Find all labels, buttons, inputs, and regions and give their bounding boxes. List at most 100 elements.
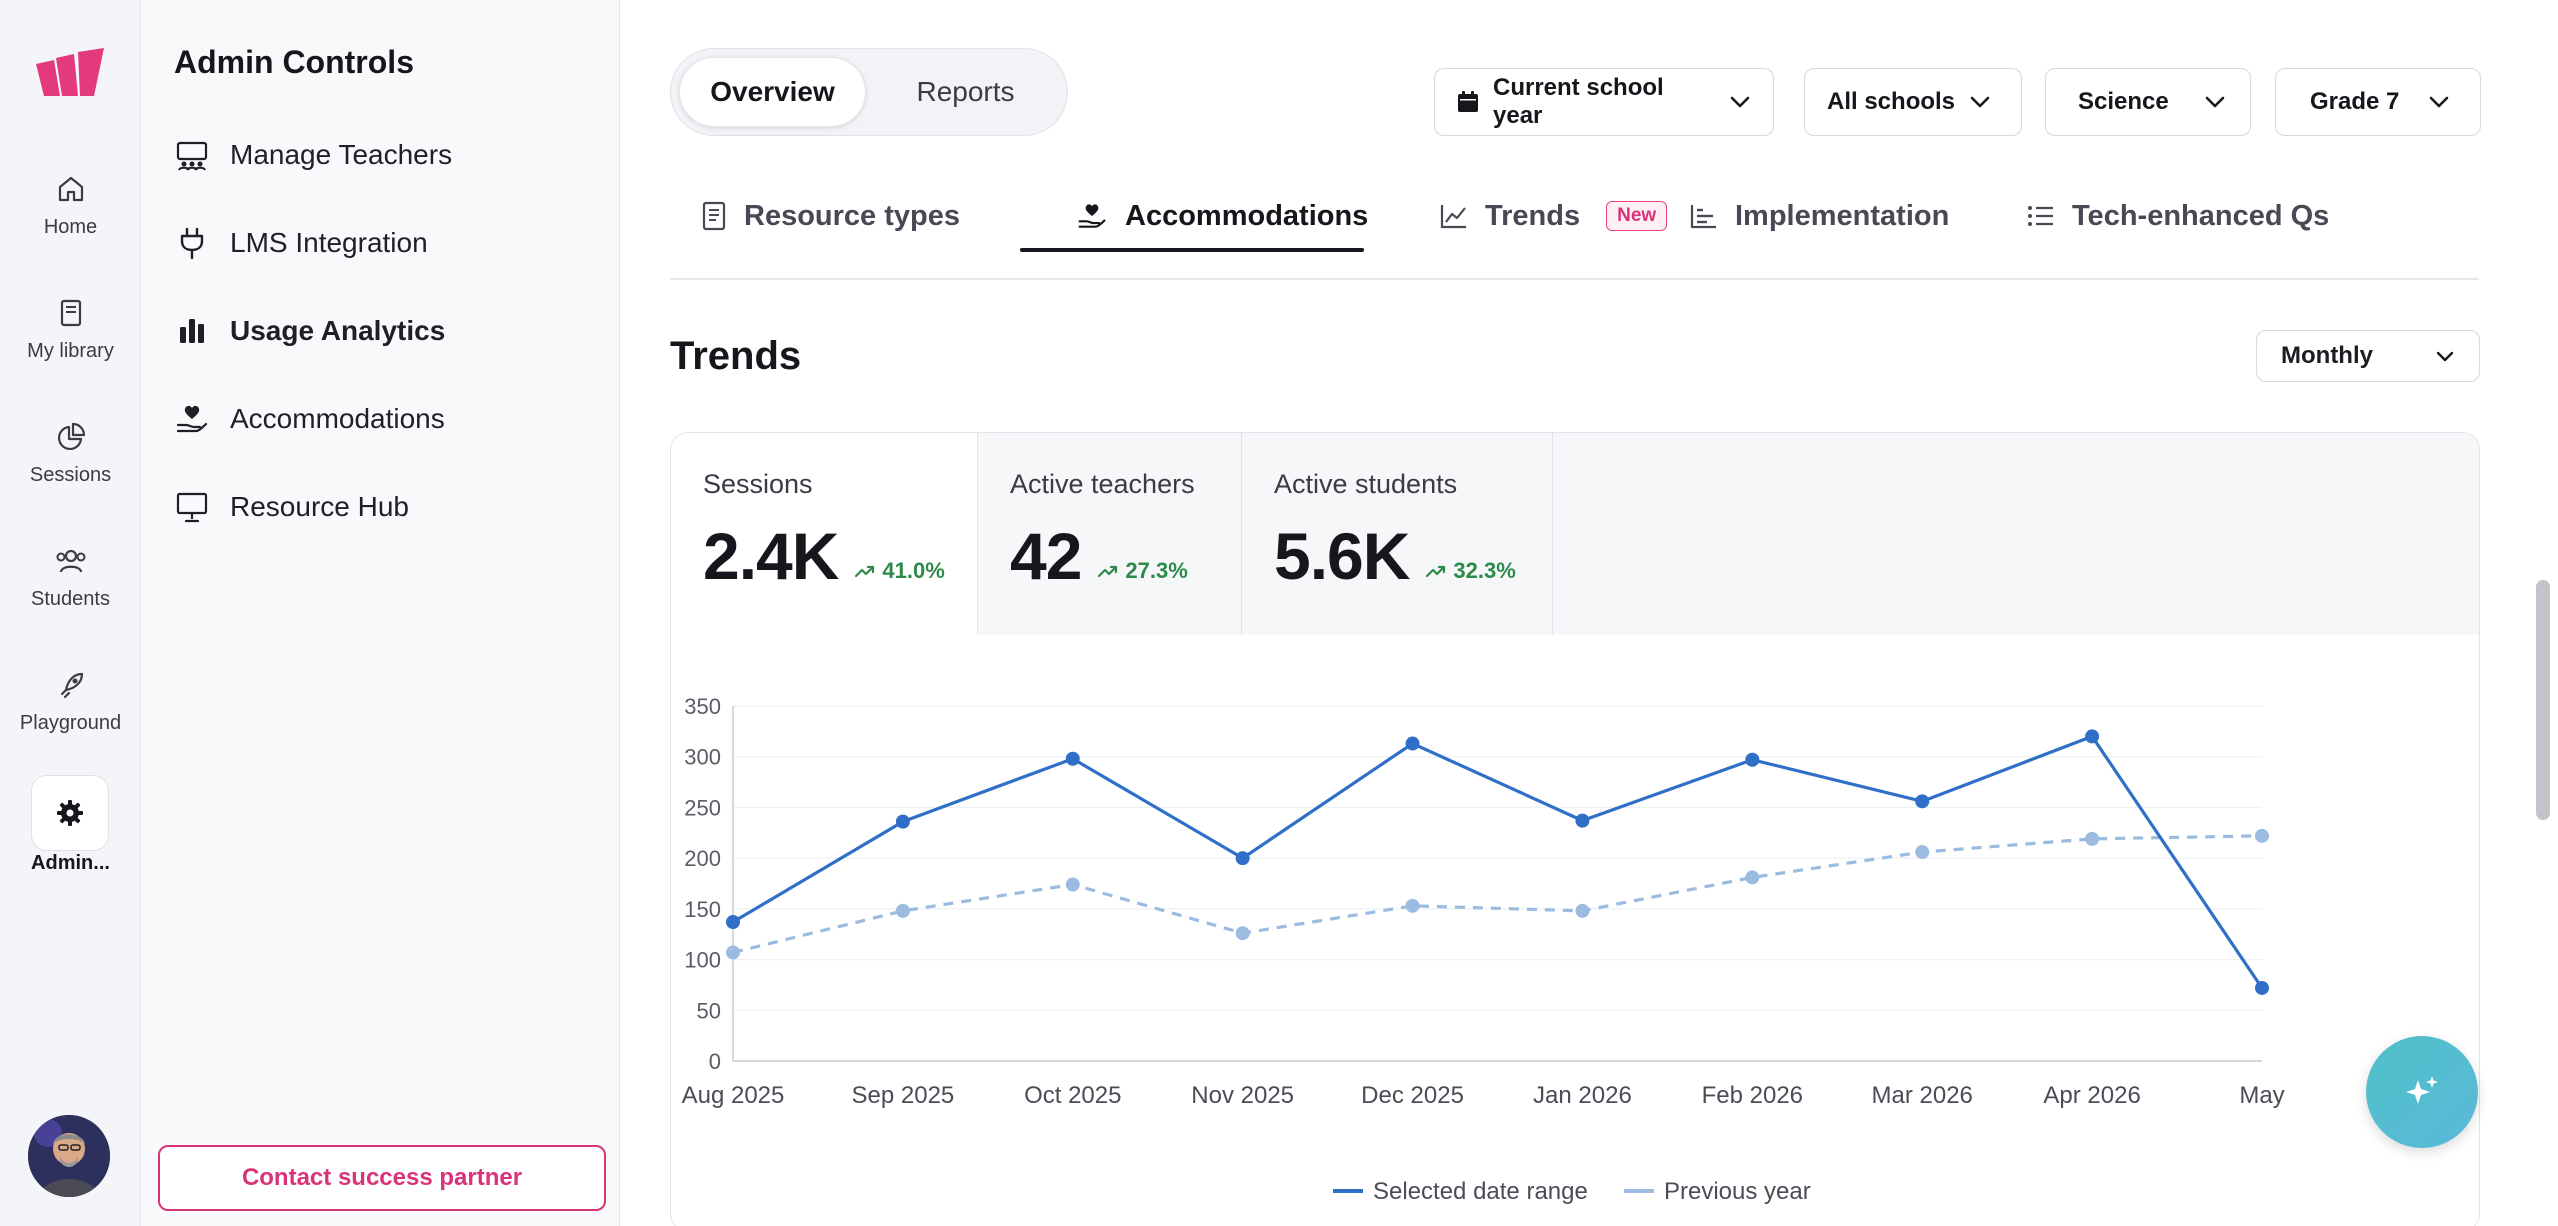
panel-item-usage-analytics[interactable]: Usage Analytics: [174, 309, 445, 353]
section-title: Trends: [670, 334, 802, 378]
panel-item-manage-teachers[interactable]: Manage Teachers: [174, 133, 452, 177]
panel-item-accommodations[interactable]: Accommodations: [174, 397, 445, 441]
kpi-sessions[interactable]: Sessions 2.4K 41.0%: [671, 433, 978, 635]
panel-item-lms-integration[interactable]: LMS Integration: [174, 221, 428, 265]
kpi-active-teachers[interactable]: Active teachers 42 27.3%: [978, 433, 1242, 635]
rail-item-label: My library: [27, 340, 114, 362]
kpi-label: Active students: [1274, 469, 1458, 499]
tab-label: Trends: [1485, 199, 1581, 232]
kpi-delta: 27.3%: [1097, 558, 1188, 584]
tab-label: Resource types: [744, 199, 960, 232]
rail-item-home[interactable]: Home: [0, 172, 141, 239]
contact-success-partner-button[interactable]: Contact success partner: [158, 1145, 606, 1211]
panel-item-label: LMS Integration: [230, 227, 428, 258]
rail-item-admin[interactable]: [31, 775, 109, 851]
school-year-filter[interactable]: Current school year: [1434, 68, 1774, 136]
rail-item-label: Students: [31, 588, 110, 610]
panel-item-resource-hub[interactable]: Resource Hub: [174, 485, 409, 529]
interval-select[interactable]: Monthly: [2256, 330, 2480, 382]
tab-implementation[interactable]: Implementation: [1689, 180, 1949, 252]
trends-line-chart: 0 50 100 150 200 250 300 350 Aug 2025 Sep 2025 Oct…: [682, 694, 2285, 1205]
x-tick-label: Nov 2025: [1191, 1082, 1294, 1109]
sparkle-icon: [2406, 1076, 2438, 1104]
data-point: [2255, 828, 2269, 843]
list-icon: [2028, 206, 2053, 226]
kpi-delta: 41.0%: [854, 558, 945, 584]
tab-trends[interactable]: Trends New: [1439, 180, 1668, 252]
document-icon: [702, 201, 726, 231]
grade-filter[interactable]: Grade 7: [2275, 68, 2481, 136]
rail-item-sessions[interactable]: Sessions: [0, 420, 141, 487]
y-tick-label: 350: [684, 694, 721, 719]
y-tick-label: 300: [684, 745, 721, 770]
presentation-icon: [176, 492, 208, 523]
rail-item-students[interactable]: Students: [0, 544, 141, 611]
rail-item-playground[interactable]: Playground: [0, 668, 141, 735]
x-tick-label: May: [2239, 1082, 2284, 1109]
trends-card: Sessions 2.4K 41.0% Active teachers 42 2…: [670, 432, 2480, 1226]
tab-overview[interactable]: Overview: [679, 57, 866, 127]
data-point: [1575, 813, 1590, 828]
kpi-value: 2.4K: [703, 519, 839, 593]
series-line-selected: [732, 734, 2264, 989]
kpi-delta-value: 27.3%: [1125, 558, 1188, 583]
kpi-delta: 32.3%: [1425, 558, 1516, 584]
interval-label: Monthly: [2281, 342, 2373, 369]
plug-icon: [180, 227, 204, 260]
tab-reports[interactable]: Reports: [916, 76, 1015, 107]
kpi-active-students[interactable]: Active students 5.6K 32.3%: [1242, 433, 1553, 635]
main-content: Overview Reports Current school year All…: [621, 0, 2558, 1226]
data-point: [1065, 751, 1080, 766]
kpi-delta-value: 41.0%: [882, 558, 945, 583]
panel-item-label: Usage Analytics: [230, 315, 446, 346]
users-icon: [56, 549, 85, 573]
bar-chart-icon: [1690, 205, 1716, 229]
x-tick-label: Dec 2025: [1361, 1082, 1464, 1109]
kpi-label: Sessions: [703, 469, 813, 499]
data-point: [726, 915, 740, 930]
subject-filter[interactable]: Science: [2045, 68, 2251, 136]
tab-resource-types[interactable]: Resource types: [700, 180, 960, 252]
ai-assistant-button[interactable]: [2366, 1036, 2478, 1148]
data-point: [895, 903, 910, 918]
calendar-icon: [1458, 91, 1478, 112]
chevron-down-icon: [2436, 351, 2454, 362]
avatar[interactable]: [28, 1115, 110, 1197]
x-tick-label: Jan 2026: [1533, 1082, 1632, 1109]
chevron-down-icon: [1730, 96, 1750, 108]
tab-label: Tech-enhanced Qs: [2072, 199, 2330, 232]
kpi-delta-value: 32.3%: [1453, 558, 1516, 583]
filter-label: All schools: [1827, 88, 1956, 115]
chevron-down-icon: [2205, 96, 2225, 108]
tab-accommodations[interactable]: Accommodations: [1075, 180, 1368, 252]
scrollbar-thumb[interactable]: [2536, 580, 2550, 820]
data-point: [1575, 903, 1590, 918]
pie-chart-icon: [57, 422, 85, 451]
y-tick-label: 0: [709, 1049, 721, 1074]
brand-logo-icon[interactable]: [34, 48, 106, 100]
data-point: [2085, 729, 2100, 744]
rail-item-my-library[interactable]: My library: [0, 296, 141, 363]
rail-item-label: Home: [43, 216, 98, 238]
filter-label: Science: [2078, 88, 2169, 115]
tab-tech-enhanced-qs[interactable]: Tech-enhanced Qs: [2026, 180, 2329, 252]
y-tick-label: 50: [697, 998, 721, 1023]
line-chart-icon: [1440, 205, 1466, 229]
trend-up-icon: [1426, 565, 1446, 578]
rail-item-label: Playground: [19, 712, 122, 734]
panel-item-label: Accommodations: [230, 403, 445, 434]
kpi-value: 42: [1010, 519, 1082, 593]
panel-item-label: Resource Hub: [230, 491, 409, 522]
x-tick-label: Aug 2025: [682, 1082, 785, 1109]
book-icon: [60, 299, 81, 327]
chevron-down-icon: [2429, 96, 2449, 108]
y-tick-label: 100: [684, 948, 721, 973]
data-point: [2255, 980, 2269, 995]
data-point: [1235, 926, 1250, 941]
y-tick-label: 150: [684, 897, 721, 922]
tab-label: Accommodations: [1125, 199, 1369, 232]
kpi-label: Active teachers: [1010, 469, 1195, 499]
data-point: [726, 945, 740, 960]
icon-rail: Home My library Sessions Students Playgr…: [0, 0, 141, 1226]
schools-filter[interactable]: All schools: [1804, 68, 2022, 136]
